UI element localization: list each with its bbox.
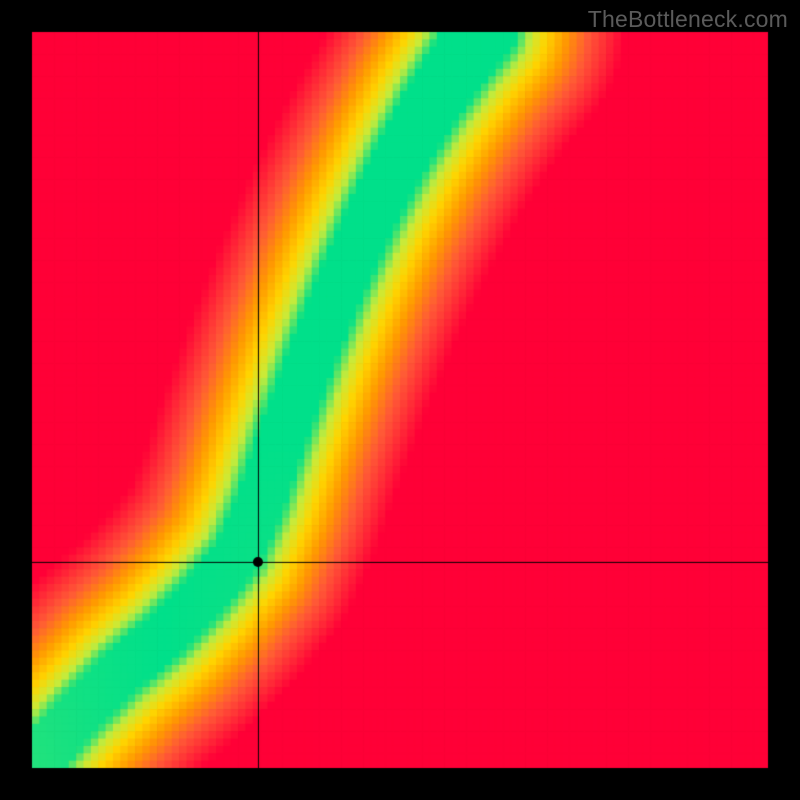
watermark-text: TheBottleneck.com [588, 6, 788, 33]
bottleneck-heatmap [0, 0, 800, 800]
